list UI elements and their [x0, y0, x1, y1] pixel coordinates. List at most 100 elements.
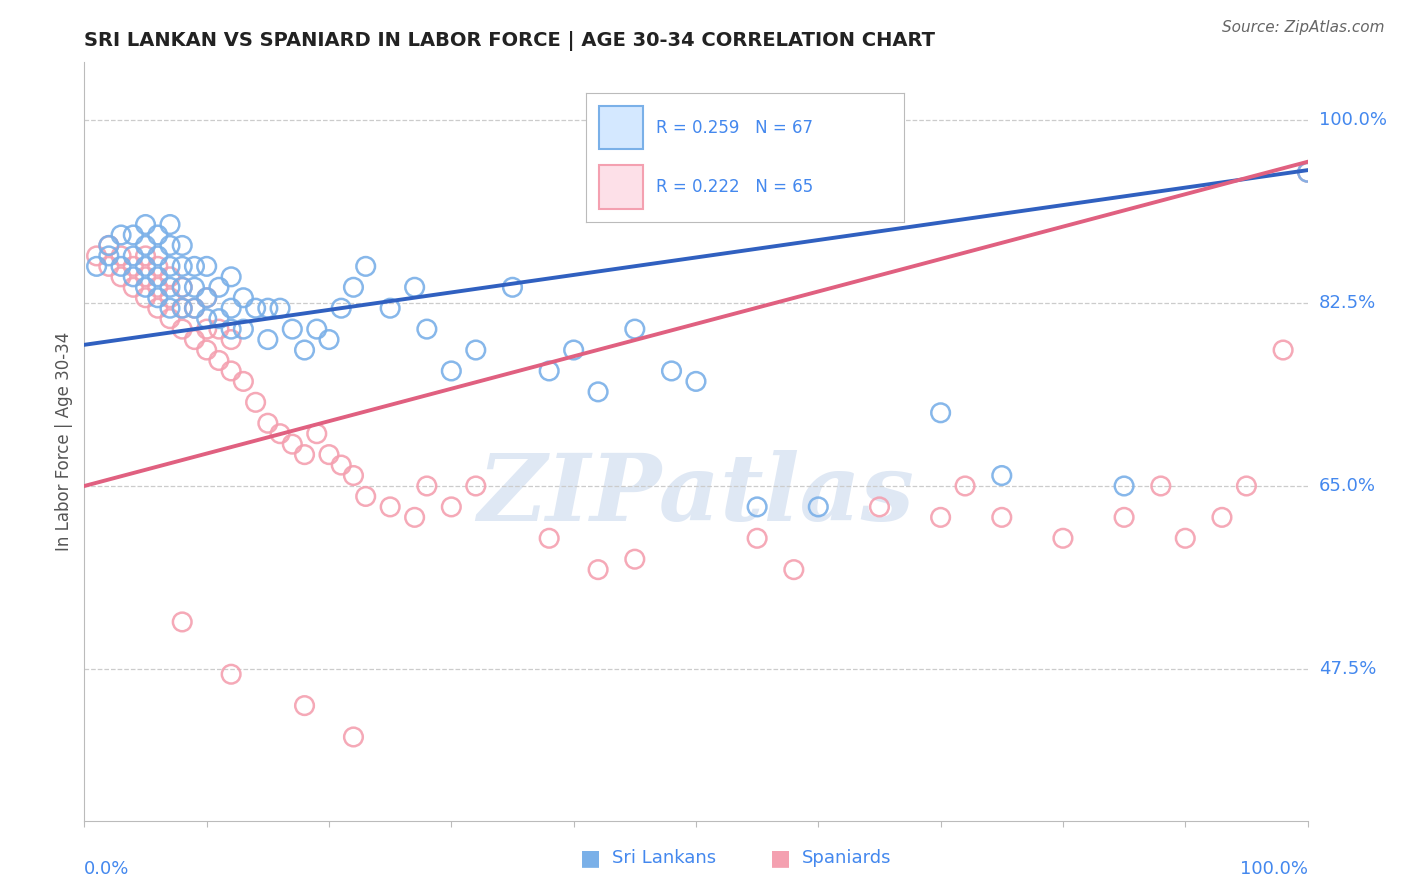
Point [195, 343, 218, 357]
Point [172, 301, 194, 316]
Point [538, 364, 561, 378]
Text: Spaniards: Spaniards [801, 849, 891, 867]
Text: ZIPatlas: ZIPatlas [478, 450, 914, 540]
Text: 100.0%: 100.0% [1319, 111, 1386, 129]
Point [172, 260, 194, 274]
Point [146, 249, 169, 263]
Point [342, 468, 364, 483]
Point [172, 615, 194, 629]
Point [354, 260, 377, 274]
Point [404, 280, 426, 294]
Point [330, 301, 353, 316]
Point [257, 416, 280, 430]
Point [86, 260, 108, 274]
Point [159, 260, 181, 274]
Point [257, 333, 280, 347]
Point [1211, 510, 1233, 524]
Point [208, 322, 231, 336]
Point [122, 249, 145, 263]
Y-axis label: In Labor Force | Age 30-34: In Labor Force | Age 30-34 [55, 332, 73, 551]
Point [122, 269, 145, 284]
Point [172, 301, 194, 316]
Point [219, 322, 242, 336]
Point [281, 437, 304, 451]
Point [146, 260, 169, 274]
Point [195, 311, 218, 326]
Point [219, 667, 242, 681]
Point [305, 322, 328, 336]
Point [219, 301, 242, 316]
Text: 100.0%: 100.0% [1240, 860, 1308, 878]
Point [586, 563, 609, 577]
Point [135, 291, 157, 305]
Point [464, 343, 486, 357]
Point [1236, 479, 1258, 493]
Point [183, 280, 205, 294]
Point [219, 333, 242, 347]
Point [146, 280, 169, 294]
Point [135, 218, 157, 232]
Point [380, 500, 402, 514]
Point [929, 510, 952, 524]
Point [208, 311, 231, 326]
Point [440, 500, 463, 514]
Point [354, 490, 377, 504]
Point [159, 218, 181, 232]
Point [110, 249, 132, 263]
Point [807, 500, 830, 514]
Text: Source: ZipAtlas.com: Source: ZipAtlas.com [1222, 20, 1385, 35]
Point [208, 280, 231, 294]
Point [135, 249, 157, 263]
Point [269, 301, 291, 316]
Point [330, 458, 353, 472]
Point [122, 280, 145, 294]
Point [294, 343, 316, 357]
Point [953, 479, 976, 493]
Point [404, 510, 426, 524]
Point [146, 291, 169, 305]
Point [146, 227, 169, 242]
Point [929, 406, 952, 420]
Point [110, 227, 132, 242]
Point [269, 426, 291, 441]
Point [257, 301, 280, 316]
Point [783, 563, 806, 577]
Point [624, 322, 647, 336]
Point [281, 322, 304, 336]
Point [538, 531, 561, 545]
Point [97, 260, 120, 274]
Point [586, 384, 609, 399]
Point [195, 260, 218, 274]
Point [195, 291, 218, 305]
Text: 0.0%: 0.0% [84, 860, 129, 878]
Point [159, 291, 181, 305]
Point [685, 375, 707, 389]
Point [86, 249, 108, 263]
Point [122, 260, 145, 274]
Point [1296, 165, 1319, 179]
Point [195, 291, 218, 305]
Point [183, 333, 205, 347]
Point [294, 448, 316, 462]
Point [562, 343, 585, 357]
Point [305, 426, 328, 441]
Point [183, 260, 205, 274]
Point [159, 269, 181, 284]
Text: SRI LANKAN VS SPANIARD IN LABOR FORCE | AGE 30-34 CORRELATION CHART: SRI LANKAN VS SPANIARD IN LABOR FORCE | … [84, 30, 935, 51]
Point [1296, 165, 1319, 179]
Point [122, 227, 145, 242]
Point [159, 301, 181, 316]
Point [464, 479, 486, 493]
Point [232, 322, 254, 336]
Point [97, 238, 120, 252]
Point [318, 448, 340, 462]
Point [747, 531, 769, 545]
Text: Sri Lankans: Sri Lankans [612, 849, 716, 867]
Point [135, 260, 157, 274]
Point [159, 311, 181, 326]
Point [1272, 343, 1295, 357]
Point [135, 238, 157, 252]
Point [146, 301, 169, 316]
Point [195, 322, 218, 336]
Point [219, 364, 242, 378]
